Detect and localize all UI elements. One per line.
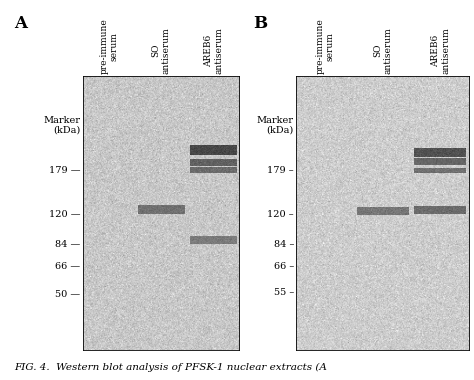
Text: 50 —: 50 — [55,290,81,299]
Text: 66 —: 66 — [55,262,81,271]
Text: AREB6
antiserum: AREB6 antiserum [204,27,223,74]
Text: 120 –: 120 – [267,210,294,218]
Text: 84 —: 84 — [55,240,81,249]
Text: AREB6
antiserum: AREB6 antiserum [431,27,450,74]
Text: B: B [254,15,268,32]
Text: Marker
(kDa): Marker (kDa) [44,116,81,135]
Text: 55 –: 55 – [273,288,294,297]
Text: pre-immune
serum: pre-immune serum [315,18,335,74]
Text: 66 –: 66 – [273,262,294,271]
Text: pre-immune
serum: pre-immune serum [100,18,118,74]
Text: SO
antiserum: SO antiserum [373,27,392,74]
Text: 84 –: 84 – [273,240,294,249]
Text: FIG. 4.  Western blot analysis of PFSK-1 nuclear extracts (A: FIG. 4. Western blot analysis of PFSK-1 … [14,363,327,372]
Text: 179 —: 179 — [49,166,81,175]
Text: 120 —: 120 — [49,210,81,218]
Text: A: A [14,15,27,32]
Text: Marker
(kDa): Marker (kDa) [257,116,294,135]
Text: 179 –: 179 – [267,166,294,175]
Text: SO
antiserum: SO antiserum [152,27,171,74]
